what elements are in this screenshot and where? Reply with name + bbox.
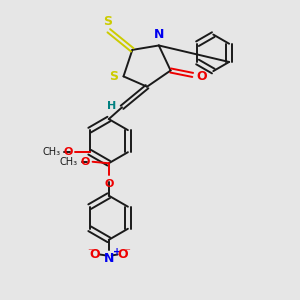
Text: O: O: [89, 248, 100, 261]
Text: S: S: [109, 70, 118, 83]
Text: +: +: [113, 247, 121, 256]
Text: N: N: [103, 253, 114, 266]
Text: O: O: [105, 178, 114, 189]
Text: ⁻: ⁻: [87, 247, 93, 257]
Text: S: S: [103, 15, 112, 28]
Text: H: H: [107, 101, 116, 111]
Text: N: N: [154, 28, 165, 41]
Text: O: O: [196, 70, 207, 83]
Text: CH₃: CH₃: [43, 147, 61, 157]
Text: O: O: [81, 157, 90, 167]
Text: ⁻: ⁻: [125, 247, 130, 257]
Text: CH₃: CH₃: [59, 157, 77, 167]
Text: O: O: [63, 147, 73, 157]
Text: O: O: [118, 248, 128, 261]
